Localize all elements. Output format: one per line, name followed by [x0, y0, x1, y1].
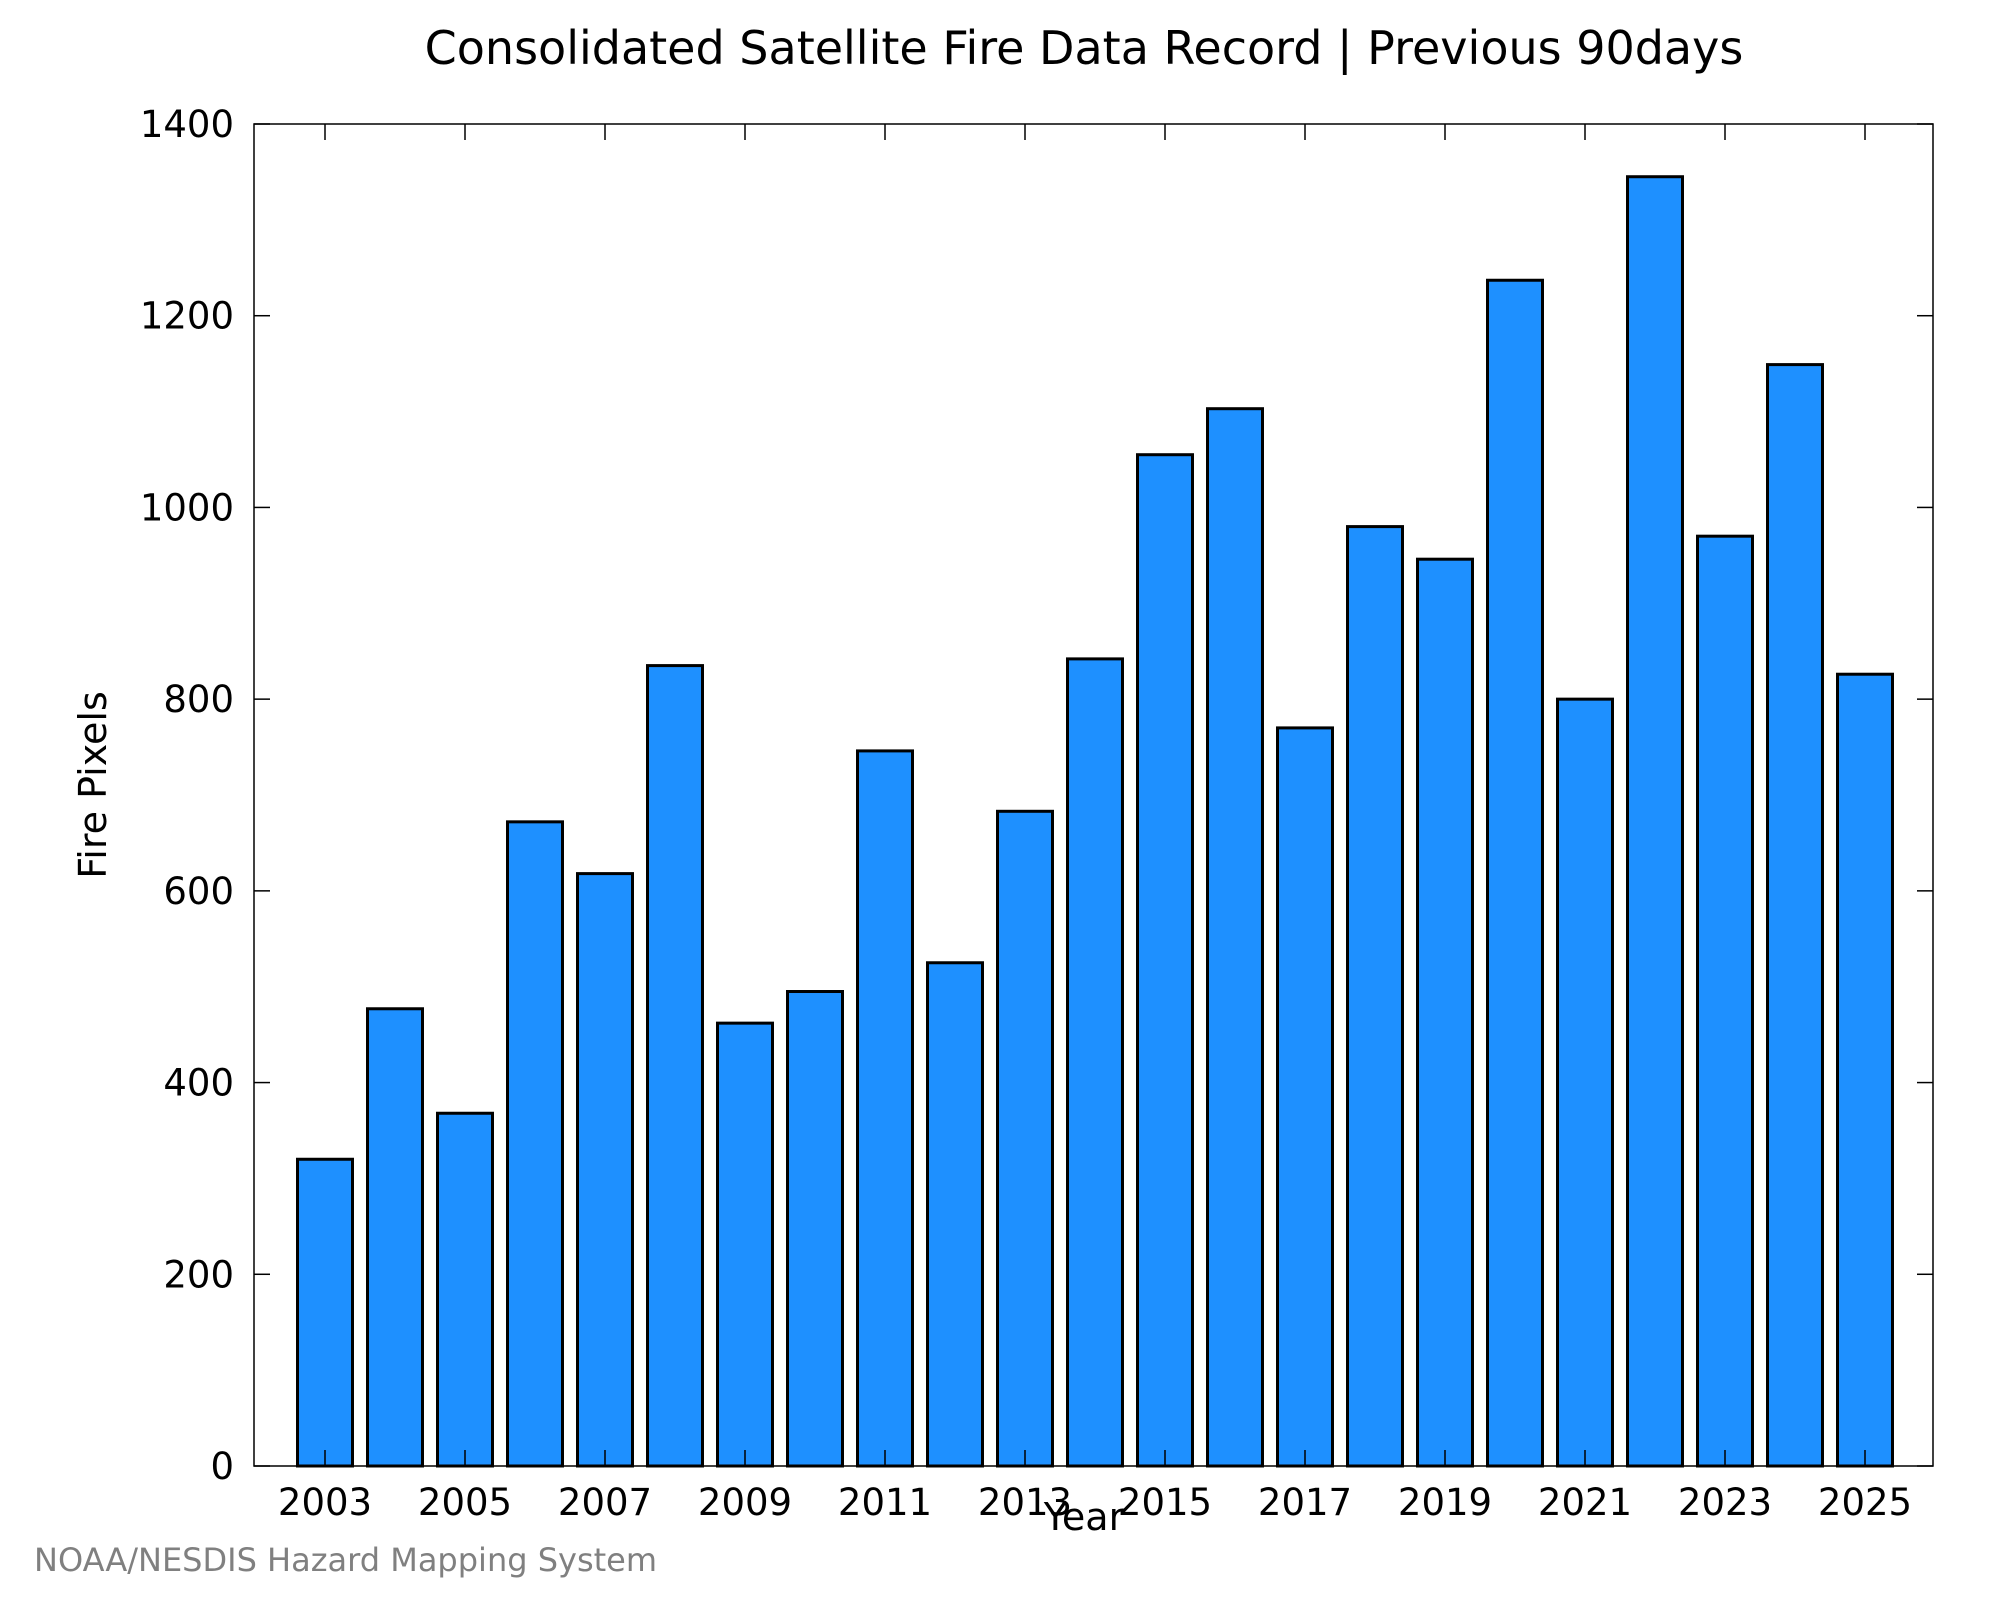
bar-2024	[1766, 363, 1824, 1468]
bars-group	[296, 175, 1894, 1468]
y-tick-label: 1000	[140, 486, 234, 529]
y-tick-label: 200	[163, 1253, 234, 1296]
bar-2010	[786, 990, 844, 1468]
x-tick-label: 2021	[1538, 1481, 1632, 1524]
y-tick-label: 800	[163, 678, 234, 721]
x-tick-label: 2017	[1258, 1481, 1352, 1524]
bar-2025	[1836, 672, 1894, 1468]
x-tick-label: 2009	[698, 1481, 792, 1524]
bar-2014	[1066, 657, 1124, 1468]
x-tick-label: 2011	[838, 1481, 932, 1524]
bar-2006	[506, 820, 564, 1468]
bar-2022	[1626, 175, 1684, 1468]
x-tick-label: 2003	[278, 1481, 372, 1524]
bar-2007	[576, 872, 634, 1468]
bar-2013	[996, 809, 1054, 1468]
y-tick-label: 400	[163, 1062, 234, 1105]
bar-2004	[366, 1007, 424, 1468]
y-axis-label: Fire Pixels	[71, 691, 115, 879]
x-tick-label: 2005	[418, 1481, 512, 1524]
y-tick-label: 600	[163, 870, 234, 913]
credit-text: NOAA/NESDIS Hazard Mapping System	[34, 1541, 657, 1579]
bar-2023	[1696, 534, 1754, 1468]
x-tick-label: 2015	[1118, 1481, 1212, 1524]
bar-2003	[296, 1157, 354, 1468]
y-tick-label: 1200	[140, 295, 234, 338]
x-tick-label: 2007	[558, 1481, 652, 1524]
plot-frame	[253, 123, 1934, 1467]
ticks-group: 0 200 400 600 800 1000 1200 1400 2003 2005 2007 200…	[140, 103, 1933, 1524]
x-tick-label: 2019	[1398, 1481, 1492, 1524]
bar-2016	[1206, 407, 1264, 1468]
x-tick-label: 2025	[1818, 1481, 1912, 1524]
y-tick-label: 1400	[140, 103, 234, 146]
bar-2011	[856, 749, 914, 1468]
chart-title: Consolidated Satellite Fire Data Record …	[425, 21, 1744, 76]
bar-2008	[646, 664, 704, 1468]
bar-2017	[1276, 726, 1334, 1468]
x-tick-label: 2023	[1678, 1481, 1772, 1524]
bar-2009	[716, 1021, 774, 1468]
bar-2021	[1556, 697, 1614, 1468]
bar-2005	[436, 1111, 494, 1468]
bar-2012	[926, 961, 984, 1468]
bar-2019	[1416, 557, 1474, 1468]
x-tick-label: 2013	[978, 1481, 1072, 1524]
bar-2015	[1136, 453, 1194, 1468]
bar-2020	[1486, 278, 1544, 1468]
bar-2018	[1346, 525, 1404, 1468]
y-tick-label: 0	[210, 1445, 234, 1488]
x-axis-label: Year	[1043, 1495, 1125, 1539]
